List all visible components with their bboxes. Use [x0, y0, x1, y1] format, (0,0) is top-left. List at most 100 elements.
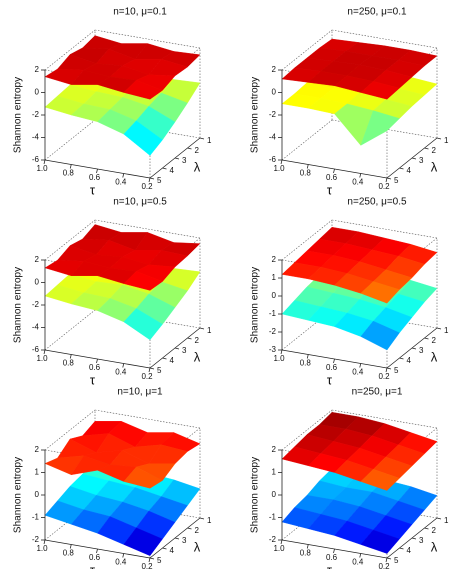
y-tick-label: 5 — [394, 556, 399, 565]
x-tick-label: 0.4 — [352, 368, 364, 377]
surface-patch — [123, 271, 163, 291]
y-axis-label: λ — [431, 159, 438, 174]
y-tick-label: 5 — [157, 556, 162, 565]
y-axis-label: λ — [194, 539, 201, 554]
y-tick-label: 4 — [170, 546, 175, 555]
surface-patch — [123, 80, 163, 100]
chart-title: n=250, μ=0.5 — [347, 197, 407, 208]
z-tick-label: 2 — [272, 65, 277, 74]
x-tick — [96, 168, 98, 174]
x-tick — [333, 548, 335, 554]
y-tick-label: 5 — [157, 366, 162, 375]
y-tick — [187, 147, 192, 150]
y-tick-label: 3 — [182, 346, 187, 355]
z-tick-label: -4 — [32, 323, 40, 332]
x-tick-label: 0.2 — [141, 182, 153, 191]
y-tick-label: 1 — [444, 516, 449, 525]
y-tick — [174, 157, 180, 160]
y-tick-label: 4 — [170, 356, 175, 365]
y-tick — [399, 167, 404, 170]
x-tick — [148, 557, 151, 563]
x-tick-label: 0.6 — [326, 363, 338, 372]
z-axis-label: Shannon entropy — [250, 457, 261, 533]
y-tick — [411, 157, 417, 160]
z-tick-label: -1 — [269, 513, 277, 522]
x-tick-label: 0.8 — [300, 549, 312, 558]
x-tick-label: 1.0 — [36, 354, 48, 363]
z-tick-label: -2 — [269, 110, 277, 119]
z-axis-label: Shannon entropy — [13, 457, 24, 533]
y-tick — [411, 347, 417, 350]
y-tick — [187, 337, 192, 340]
box-edge — [44, 309, 96, 351]
z-tick-label: -1 — [32, 513, 40, 522]
z-tick-label: 2 — [272, 255, 277, 264]
y-axis-label: λ — [194, 349, 201, 364]
y-tick — [174, 347, 180, 350]
x-tick — [306, 544, 309, 549]
z-tick-label: -2 — [32, 300, 40, 309]
y-tick — [199, 327, 205, 330]
x-tick-label: 1.0 — [273, 164, 285, 173]
x-tick — [359, 553, 362, 558]
y-tick — [162, 547, 167, 550]
y-tick — [386, 177, 392, 180]
y-axis-label: λ — [431, 349, 438, 364]
x-tick — [306, 164, 309, 169]
z-tick-label: -4 — [32, 133, 40, 142]
x-tick-label: 0.6 — [89, 553, 101, 562]
y-tick-label: 4 — [407, 356, 412, 365]
z-tick-label: 0 — [272, 88, 277, 97]
x-tick-label: 0.2 — [141, 562, 153, 569]
surface-patch — [123, 308, 163, 341]
z-tick-label: 0 — [35, 490, 40, 499]
y-tick — [399, 547, 404, 550]
x-axis-label: τ — [327, 182, 333, 197]
z-tick-label: -2 — [269, 327, 277, 336]
z-tick-label: 0 — [35, 278, 40, 287]
y-tick-label: 1 — [207, 516, 212, 525]
z-tick-label: -2 — [269, 535, 277, 544]
surface-patch — [360, 110, 400, 146]
y-tick — [436, 517, 442, 520]
x-tick-label: 0.2 — [378, 372, 390, 381]
x-tick-label: 1.0 — [36, 164, 48, 173]
y-tick-label: 3 — [419, 346, 424, 355]
y-tick-label: 2 — [195, 526, 200, 535]
x-tick-label: 1.0 — [273, 354, 285, 363]
y-tick — [199, 517, 205, 520]
x-tick-label: 0.4 — [115, 368, 127, 377]
y-tick-label: 3 — [182, 156, 187, 165]
x-tick-label: 0.8 — [63, 359, 75, 368]
x-axis-label: τ — [90, 562, 96, 569]
surface-patch — [360, 469, 400, 491]
z-tick-label: 1 — [272, 468, 277, 477]
chart-title: n=10, μ=0.5 — [113, 197, 167, 208]
x-tick-label: 0.4 — [352, 178, 364, 187]
chart-title: n=10, μ=1 — [117, 387, 163, 398]
x-tick — [148, 367, 151, 373]
x-tick-label: 0.6 — [89, 363, 101, 372]
y-tick-label: 2 — [195, 336, 200, 345]
x-tick — [359, 173, 362, 178]
x-tick — [333, 358, 335, 364]
y-tick-label: 4 — [407, 546, 412, 555]
y-tick — [162, 167, 167, 170]
chart-title: n=250, μ=0.1 — [347, 7, 407, 18]
x-axis-label: τ — [90, 372, 96, 387]
box-edge — [281, 119, 333, 161]
y-tick-label: 1 — [444, 326, 449, 335]
surface-patch — [360, 281, 400, 304]
x-tick — [385, 177, 388, 183]
z-tick-label: 2 — [272, 445, 277, 454]
x-tick — [69, 544, 72, 549]
z-tick-label: -4 — [269, 133, 277, 142]
x-tick — [280, 539, 283, 545]
x-tick — [43, 539, 46, 545]
z-tick-label: -6 — [32, 345, 40, 354]
z-tick-label: 0 — [35, 88, 40, 97]
x-tick-label: 1.0 — [273, 544, 285, 553]
z-tick-label: -6 — [269, 155, 277, 164]
y-tick-label: 1 — [207, 136, 212, 145]
x-tick — [306, 354, 309, 359]
